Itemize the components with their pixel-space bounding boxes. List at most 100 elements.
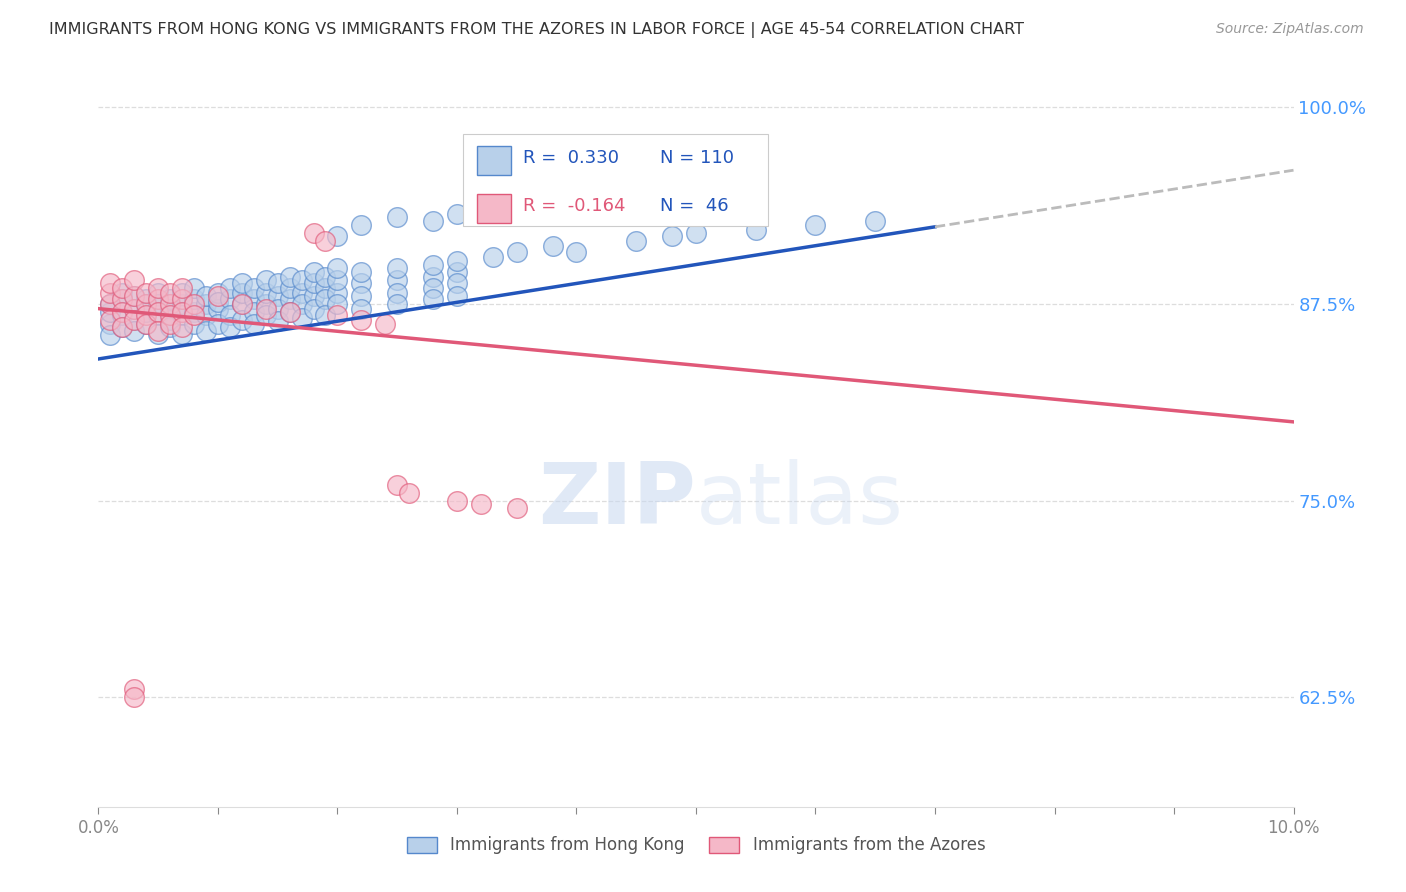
Point: [148, 285, 170, 300]
Point: [207, 318, 229, 332]
Point: [124, 289, 146, 303]
Point: [541, 198, 564, 212]
Point: [291, 297, 314, 311]
Point: [278, 292, 301, 306]
Point: [446, 277, 468, 291]
Point: [422, 258, 444, 272]
Point: [172, 297, 194, 311]
Point: [315, 234, 337, 248]
Point: [243, 281, 266, 295]
Point: [326, 260, 349, 275]
Point: [254, 308, 277, 322]
Point: [159, 297, 181, 311]
Text: Source: ZipAtlas.com: Source: ZipAtlas.com: [1216, 22, 1364, 37]
FancyBboxPatch shape: [463, 135, 768, 226]
Point: [254, 301, 277, 316]
Point: [231, 277, 253, 291]
Point: [135, 297, 157, 311]
Point: [589, 207, 612, 221]
Legend: Immigrants from Hong Kong, Immigrants from the Azores: Immigrants from Hong Kong, Immigrants fr…: [399, 830, 993, 861]
Point: [111, 320, 134, 334]
Point: [183, 281, 205, 295]
Point: [350, 277, 373, 291]
Point: [219, 292, 242, 306]
Point: [302, 265, 325, 279]
Point: [470, 202, 492, 217]
Point: [446, 289, 468, 303]
Point: [148, 281, 170, 295]
Point: [267, 277, 290, 291]
Point: [135, 285, 157, 300]
Point: [124, 289, 146, 303]
Point: [148, 297, 170, 311]
Point: [124, 301, 146, 316]
Point: [111, 305, 134, 319]
Point: [231, 297, 253, 311]
Point: [148, 308, 170, 322]
Point: [374, 318, 396, 332]
Text: atlas: atlas: [696, 458, 904, 541]
Point: [385, 211, 409, 225]
Point: [446, 207, 468, 221]
Point: [172, 285, 194, 300]
Point: [98, 312, 122, 326]
Point: [446, 254, 468, 268]
Point: [482, 250, 505, 264]
Point: [183, 297, 205, 311]
Point: [315, 270, 337, 285]
Point: [98, 277, 122, 291]
Point: [506, 194, 529, 209]
Point: [350, 289, 373, 303]
Point: [98, 297, 122, 311]
Point: [148, 292, 170, 306]
Point: [219, 308, 242, 322]
Point: [98, 297, 122, 311]
Point: [254, 297, 277, 311]
Point: [195, 289, 218, 303]
Point: [183, 305, 205, 319]
Point: [302, 289, 325, 303]
Point: [661, 229, 683, 244]
Point: [326, 308, 349, 322]
Point: [470, 497, 492, 511]
Point: [302, 226, 325, 240]
Point: [302, 277, 325, 291]
Point: [385, 260, 409, 275]
Point: [195, 324, 218, 338]
Point: [422, 281, 444, 295]
Point: [207, 289, 229, 303]
Text: R =  -0.164: R = -0.164: [523, 197, 626, 215]
Point: [243, 305, 266, 319]
Point: [98, 328, 122, 343]
Point: [219, 281, 242, 295]
Point: [422, 213, 444, 227]
Point: [159, 292, 181, 306]
Point: [159, 308, 181, 322]
Point: [350, 265, 373, 279]
Point: [183, 318, 205, 332]
Text: R =  0.330: R = 0.330: [523, 150, 619, 168]
Point: [267, 314, 290, 328]
Point: [350, 312, 373, 326]
Point: [231, 285, 253, 300]
Text: N =  46: N = 46: [661, 197, 728, 215]
Point: [446, 265, 468, 279]
Point: [111, 292, 134, 306]
Point: [278, 281, 301, 295]
Point: [172, 320, 194, 334]
Point: [172, 326, 194, 341]
Point: [385, 285, 409, 300]
Point: [207, 295, 229, 310]
Point: [422, 270, 444, 285]
Point: [804, 219, 827, 233]
Point: [135, 318, 157, 332]
Point: [626, 234, 648, 248]
Point: [254, 273, 277, 287]
Point: [135, 297, 157, 311]
Point: [111, 308, 134, 322]
Point: [172, 292, 194, 306]
Text: IMMIGRANTS FROM HONG KONG VS IMMIGRANTS FROM THE AZORES IN LABOR FORCE | AGE 45-: IMMIGRANTS FROM HONG KONG VS IMMIGRANTS …: [49, 22, 1024, 38]
Point: [195, 297, 218, 311]
Point: [278, 270, 301, 285]
Point: [124, 312, 146, 326]
